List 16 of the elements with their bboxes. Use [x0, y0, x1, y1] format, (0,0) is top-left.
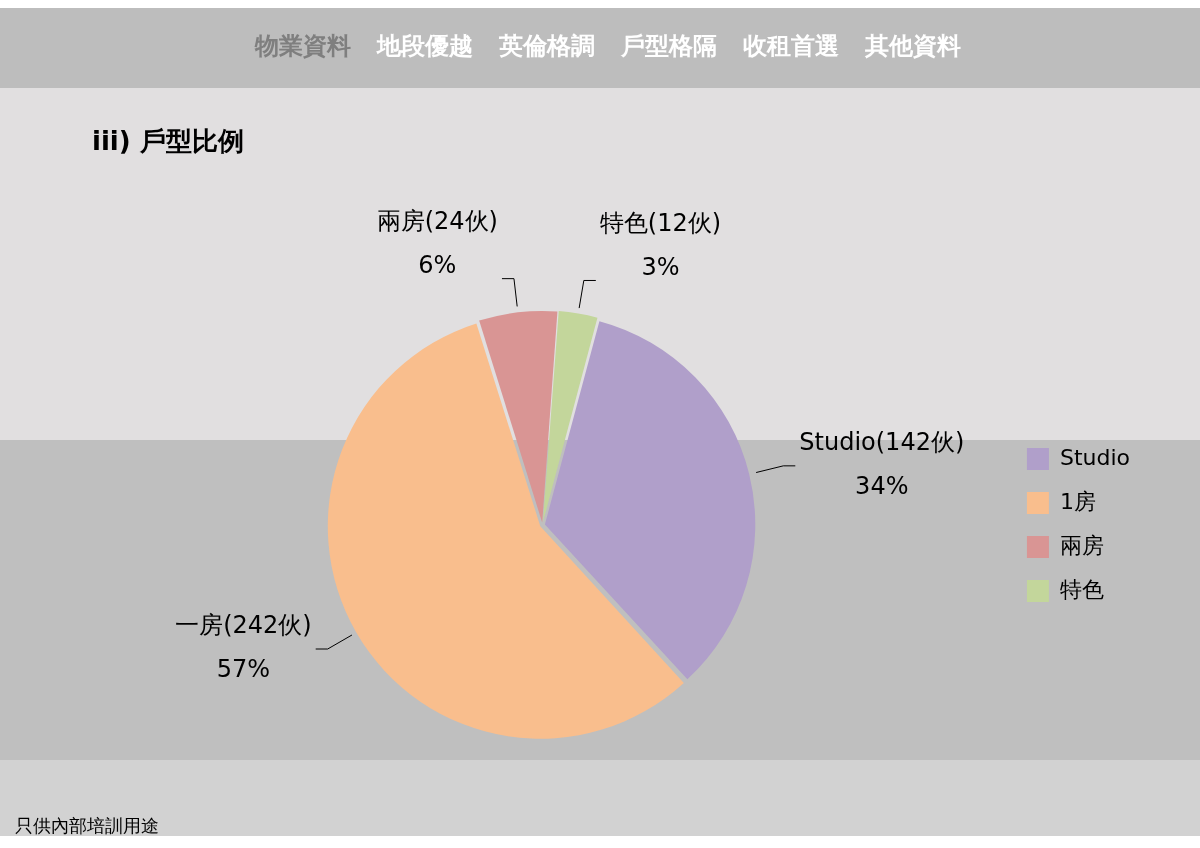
text: 英倫格調	[499, 31, 595, 62]
data-label: 兩房(24伙) 6%	[376, 206, 498, 279]
data-label: 一房(242伙) 57%	[175, 611, 312, 684]
legend-label: 特色	[1059, 576, 1104, 602]
text: 戶型格隔	[621, 31, 717, 62]
data-label: 特色(12伙) 3%	[599, 208, 722, 281]
text: 其他資料	[865, 31, 961, 62]
text: 物業資料	[255, 31, 351, 62]
data-label: Studio(142伙) 34%	[799, 428, 965, 501]
text: 地段優越	[377, 31, 473, 62]
legend-label: 兩房	[1059, 532, 1104, 558]
text: 收租首選	[743, 31, 839, 62]
legend-label: Studio	[1059, 444, 1131, 470]
legend-label: 1房	[1059, 488, 1096, 514]
chart-title: iii) 戶型比例	[92, 125, 244, 158]
text: 只供內部培訓用途	[15, 814, 159, 838]
